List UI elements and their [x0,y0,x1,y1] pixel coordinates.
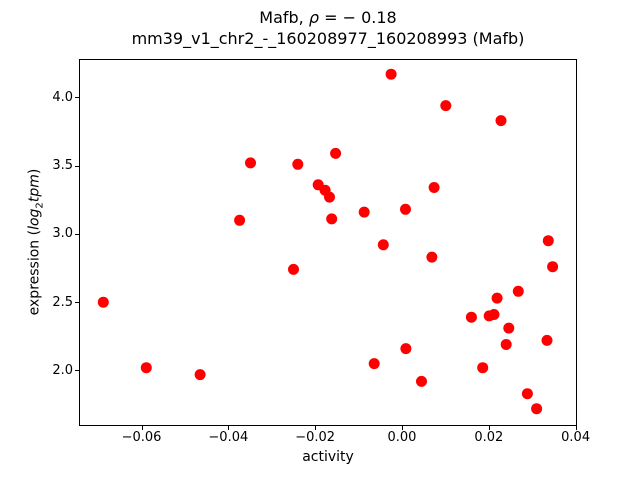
data-point [547,261,559,273]
data-point [440,100,452,112]
x-axis-label-text: activity [302,449,354,465]
data-point [358,206,370,218]
data-point [234,214,246,226]
data-point [400,203,411,215]
data-point [491,292,503,304]
chart-title: Mafb, ρ = − 0.18 mm39_v1_chr2_-_16020897… [79,7,577,49]
y-tick-mark [75,370,79,372]
y-tick-label: 3.5 [52,158,73,174]
data-point [542,235,554,247]
data-point [377,239,389,251]
data-point [245,157,256,169]
x-tick-label: −0.06 [121,430,162,445]
data-point [495,115,507,127]
data-point [428,182,440,193]
data-point [292,158,304,170]
data-point [477,362,489,374]
data-point [400,343,412,355]
data-point [500,339,512,350]
x-tick-mark [228,425,230,430]
data-point [97,296,109,308]
data-point [531,403,543,415]
data-point [465,311,477,323]
data-point [541,334,553,346]
y-tick-label: 2.0 [52,362,73,378]
y-tick-mark [75,233,79,235]
y-tick-mark [75,165,79,167]
y-axis-label-text: expression (log2tpm) [26,168,46,316]
x-tick-mark [141,425,143,430]
data-point [503,322,515,334]
title-rho-value: = − 0.18 [319,8,397,27]
x-tick-label: 0.04 [561,430,591,445]
data-point [194,369,206,381]
y-tick-mark [75,97,79,99]
data-point [326,213,338,225]
plot-area [75,59,577,430]
data-point [416,375,427,387]
y-tick-mark [75,302,79,304]
x-tick-mark [315,425,317,430]
x-tick-mark [488,425,490,430]
data-point [488,309,500,320]
x-tick-label: −0.02 [295,430,336,445]
points-layer [97,68,559,415]
x-tick-label: −0.04 [208,430,249,445]
x-tick-mark [401,425,403,430]
y-tick-label: 3.0 [52,226,73,242]
x-axis-label: activity [79,449,577,465]
chart-subtitle: mm39_v1_chr2_-_160208977_160208993 (Mafb… [131,29,525,48]
y-tick-label: 2.5 [52,294,73,310]
x-tick-label: 0.02 [474,430,504,445]
y-tick-label: 4.0 [52,89,73,105]
data-point [140,362,152,374]
title-rho-symbol: ρ [308,8,320,27]
data-point [368,358,380,370]
x-tick-mark [575,425,577,430]
chart-title-line1: Mafb, ρ = − 0.18 [79,7,577,28]
data-point [288,263,299,275]
data-point [521,388,533,400]
title-gene: Mafb, [259,8,309,27]
data-point [330,147,342,159]
data-point [385,68,397,80]
data-point [426,251,438,263]
data-point [324,191,335,203]
x-tick-label: 0.00 [387,430,417,445]
data-point [512,285,524,297]
